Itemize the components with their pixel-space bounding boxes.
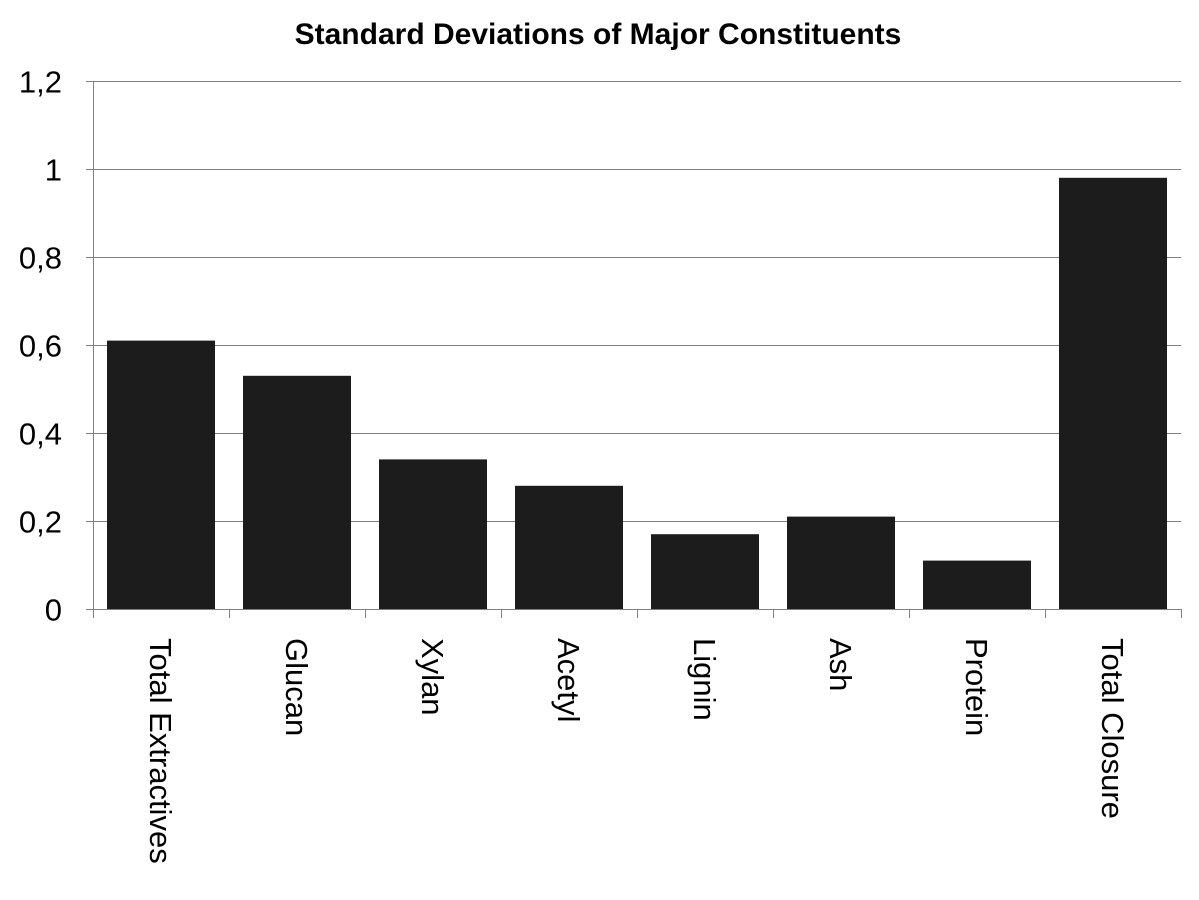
bar (651, 534, 759, 609)
bar (787, 516, 895, 609)
x-tick-labels: Total Extractives Glucan Xylan Acetyl Lignin… (143, 638, 1130, 864)
chart-title: Standard Deviations of Major Constituent… (295, 18, 902, 51)
x-tick-label: Glucan (279, 638, 314, 736)
y-tick-label: 0,6 (19, 329, 62, 364)
x-tick-label: Ash (823, 638, 858, 691)
bar (923, 560, 1031, 609)
y-tick-label: 0,2 (19, 505, 62, 540)
y-tick-label: 1,2 (19, 65, 62, 100)
bar (1059, 177, 1167, 610)
y-tick-label: 0,4 (19, 417, 62, 452)
axes (86, 81, 1182, 618)
x-tick-label: Xylan (415, 638, 450, 716)
bars (107, 177, 1167, 610)
y-tick-label: 0,8 (19, 241, 62, 276)
bar (107, 340, 215, 609)
x-tick-label: Protein (959, 638, 994, 736)
y-tick-label: 0 (45, 593, 62, 628)
bar (243, 375, 351, 609)
x-tick-label: Lignin (687, 638, 722, 721)
y-tick-label: 1 (45, 153, 62, 188)
y-tick-labels: 0 0,2 0,4 0,6 0,8 1 1,2 (19, 65, 62, 628)
x-tick-label: Total Extractives (143, 638, 178, 864)
bar (379, 459, 487, 609)
bar (515, 485, 623, 609)
x-tick-label: Acetyl (551, 638, 586, 722)
x-tick-label: Total Closure (1095, 638, 1130, 819)
